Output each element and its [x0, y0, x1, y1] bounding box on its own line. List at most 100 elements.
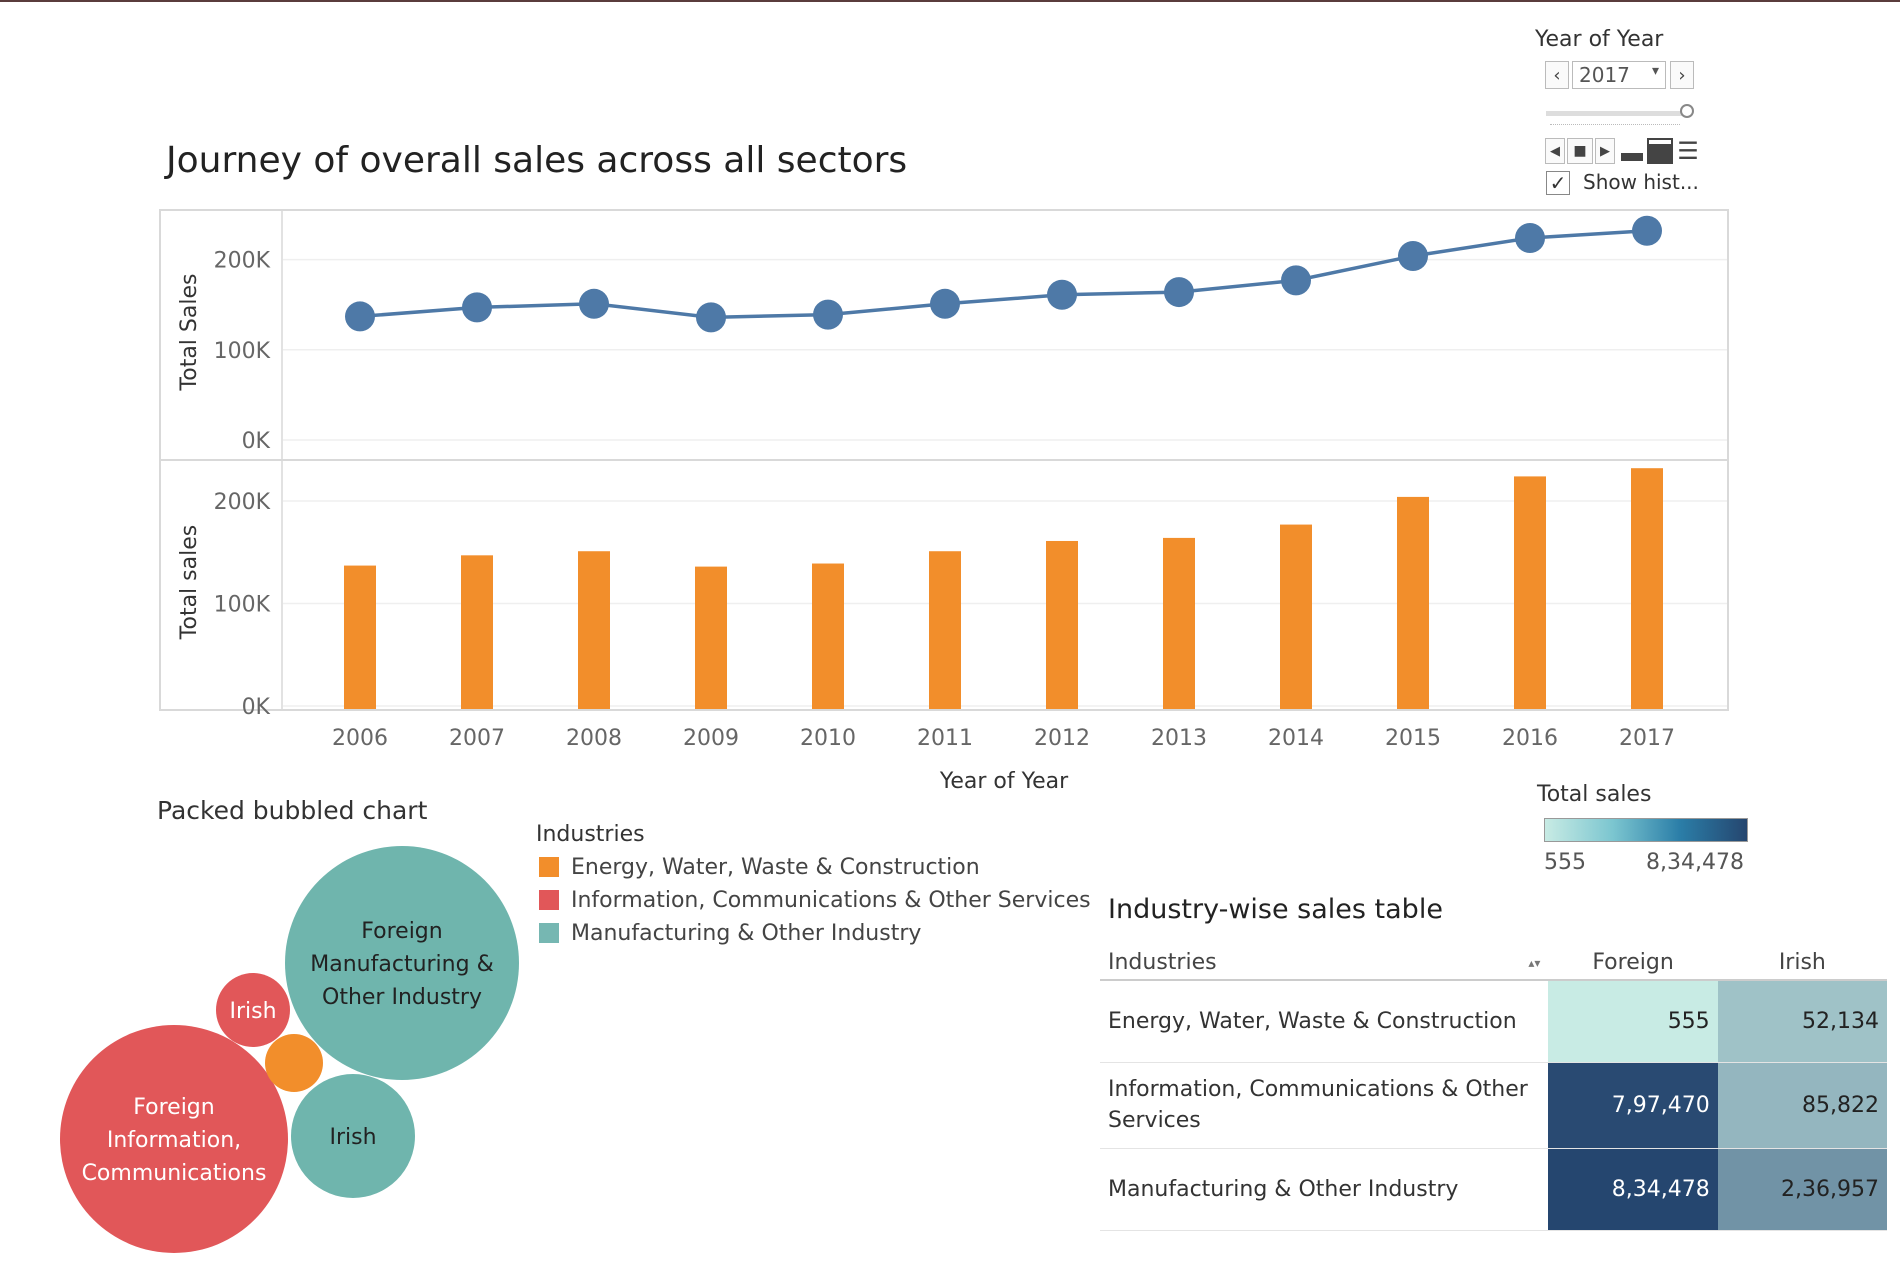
- x-tick-label: 2008: [566, 726, 622, 751]
- bubble-1[interactable]: Foreign Information, Communications: [60, 1025, 288, 1253]
- column-header-irish[interactable]: Irish: [1717, 945, 1887, 981]
- bubble-circle[interactable]: [291, 1074, 415, 1198]
- line-point-2015[interactable]: [1398, 241, 1428, 271]
- bubble-label: Manufacturing &: [310, 952, 493, 977]
- x-tick-label: 2017: [1619, 726, 1675, 751]
- bubble-circle[interactable]: [60, 1025, 288, 1253]
- table-header-row: Industries ▴▾ Foreign Irish: [1100, 945, 1887, 981]
- irish-value-cell[interactable]: 2,36,957: [1717, 1148, 1887, 1231]
- bar-2015[interactable]: [1397, 496, 1429, 709]
- sales-line-bar-chart: 200K 100K 0K 200K 100K 0K Total Sales Total …: [159, 209, 1729, 794]
- legend-swatch: [539, 857, 559, 877]
- line-point-2006[interactable]: [345, 301, 375, 332]
- line-chart-points: [345, 215, 1662, 333]
- line-point-2008[interactable]: [579, 288, 609, 319]
- irish-value-cell[interactable]: 85,822: [1717, 1062, 1887, 1149]
- bubble-2[interactable]: Irish: [291, 1074, 415, 1198]
- table-row[interactable]: Manufacturing & Other Industry 8,34,478 2,…: [1100, 1148, 1887, 1231]
- step-back-button[interactable]: ◀: [1545, 138, 1565, 164]
- bubble-circle[interactable]: [216, 973, 290, 1047]
- bubble-0[interactable]: Foreign Manufacturing & Other Industry: [285, 846, 519, 1080]
- show-history-checkbox[interactable]: ✓: [1546, 171, 1570, 195]
- bar-chart-y-ticks: 200K 100K 0K: [214, 490, 271, 720]
- bar-2016[interactable]: [1514, 476, 1546, 709]
- column-header-industries[interactable]: Industries ▴▾: [1100, 945, 1549, 981]
- table-row[interactable]: Energy, Water, Waste & Construction 555 52…: [1100, 980, 1887, 1063]
- bubble-circle[interactable]: [285, 846, 519, 1080]
- bubble-3[interactable]: Irish: [216, 973, 290, 1047]
- year-prev-button[interactable]: ‹: [1545, 61, 1569, 89]
- bar-y-tick-label: 0K: [242, 695, 271, 720]
- year-slider-ticks: [1550, 118, 1680, 125]
- industry-cell-line: Energy, Water, Waste & Construction: [1108, 1008, 1517, 1034]
- bar-chart-bars: [344, 468, 1663, 709]
- sort-icon[interactable]: ▴▾: [1528, 955, 1541, 970]
- bubble-4[interactable]: [265, 1034, 323, 1092]
- line-point-2017[interactable]: [1632, 215, 1662, 246]
- bar-2010[interactable]: [812, 563, 844, 709]
- irish-value-cell[interactable]: 52,134: [1717, 980, 1887, 1063]
- play-button[interactable]: ▶: [1595, 138, 1615, 164]
- line-point-2011[interactable]: [930, 288, 960, 319]
- bubble-circle[interactable]: [265, 1034, 323, 1092]
- bar-2007[interactable]: [461, 555, 493, 709]
- legend-label: Energy, Water, Waste & Construction: [571, 854, 980, 880]
- column-header-foreign[interactable]: Foreign: [1548, 945, 1718, 981]
- bar-2011[interactable]: [929, 551, 961, 709]
- stop-icon: ■: [1573, 143, 1587, 159]
- color-legend-min: 555: [1544, 850, 1586, 875]
- bar-2012[interactable]: [1046, 540, 1078, 709]
- bubble-label: Foreign: [133, 1095, 214, 1120]
- step-back-icon: ◀: [1550, 143, 1560, 159]
- x-tick-label: 2006: [332, 726, 388, 751]
- checkmark-icon: ✓: [1549, 171, 1567, 195]
- line-point-2014[interactable]: [1281, 265, 1311, 296]
- foreign-value-cell[interactable]: 7,97,470: [1548, 1062, 1718, 1149]
- bar-2013[interactable]: [1163, 537, 1195, 709]
- line-point-2013[interactable]: [1164, 277, 1194, 308]
- year-next-button[interactable]: ›: [1670, 61, 1694, 89]
- legend-swatch: [539, 890, 559, 910]
- x-tick-label: 2013: [1151, 726, 1207, 751]
- speed-medium-button[interactable]: [1647, 138, 1673, 164]
- table-row[interactable]: Information, Communications & Other Servi…: [1100, 1062, 1887, 1149]
- stop-button[interactable]: ■: [1567, 138, 1593, 164]
- speed-fast-button[interactable]: ☰: [1676, 137, 1700, 165]
- x-tick-label: 2009: [683, 726, 739, 751]
- dashboard-title: Journey of overall sales across all sect…: [166, 140, 908, 181]
- foreign-value-cell[interactable]: 555: [1548, 980, 1718, 1063]
- column-header-industries-label: Industries: [1108, 949, 1217, 975]
- year-select[interactable]: 2017 ▾: [1572, 61, 1666, 89]
- legend-item[interactable]: Manufacturing & Other Industry: [539, 919, 921, 947]
- line-point-2007[interactable]: [462, 292, 492, 323]
- bar-2008[interactable]: [578, 551, 610, 709]
- legend-label: Manufacturing & Other Industry: [571, 920, 922, 946]
- industry-cell: Manufacturing & Other Industry: [1100, 1148, 1549, 1231]
- x-tick-label: 2014: [1268, 726, 1324, 751]
- x-tick-label: 2016: [1502, 726, 1558, 751]
- bar-2017[interactable]: [1631, 468, 1663, 709]
- top-border: [0, 0, 1900, 2]
- legend-item[interactable]: Energy, Water, Waste & Construction: [539, 853, 980, 881]
- line-point-2010[interactable]: [813, 299, 843, 330]
- legend-swatch: [539, 923, 559, 943]
- foreign-value-cell[interactable]: 8,34,478: [1548, 1148, 1718, 1231]
- speed-slow-icon: [1621, 153, 1643, 161]
- line-point-2016[interactable]: [1515, 222, 1545, 253]
- line-point-2009[interactable]: [696, 302, 726, 333]
- line-point-2012[interactable]: [1047, 279, 1077, 310]
- sales-table-title: Industry-wise sales table: [1108, 894, 1443, 925]
- show-history-label: Show hist...: [1583, 170, 1699, 194]
- year-slider-thumb[interactable]: [1680, 104, 1694, 118]
- bar-2006[interactable]: [344, 565, 376, 709]
- speed-slow-button[interactable]: [1620, 138, 1644, 164]
- bar-chart-frame: [159, 459, 1729, 711]
- bar-2009[interactable]: [695, 566, 727, 709]
- line-chart-gridlines: [283, 258, 1727, 441]
- year-select-value: 2017: [1579, 63, 1630, 87]
- year-slider-track[interactable]: [1546, 111, 1686, 116]
- color-legend-max: 8,34,478: [1646, 850, 1744, 875]
- bar-2014[interactable]: [1280, 524, 1312, 709]
- legend-item[interactable]: Information, Communications & Other Serv…: [539, 886, 1091, 914]
